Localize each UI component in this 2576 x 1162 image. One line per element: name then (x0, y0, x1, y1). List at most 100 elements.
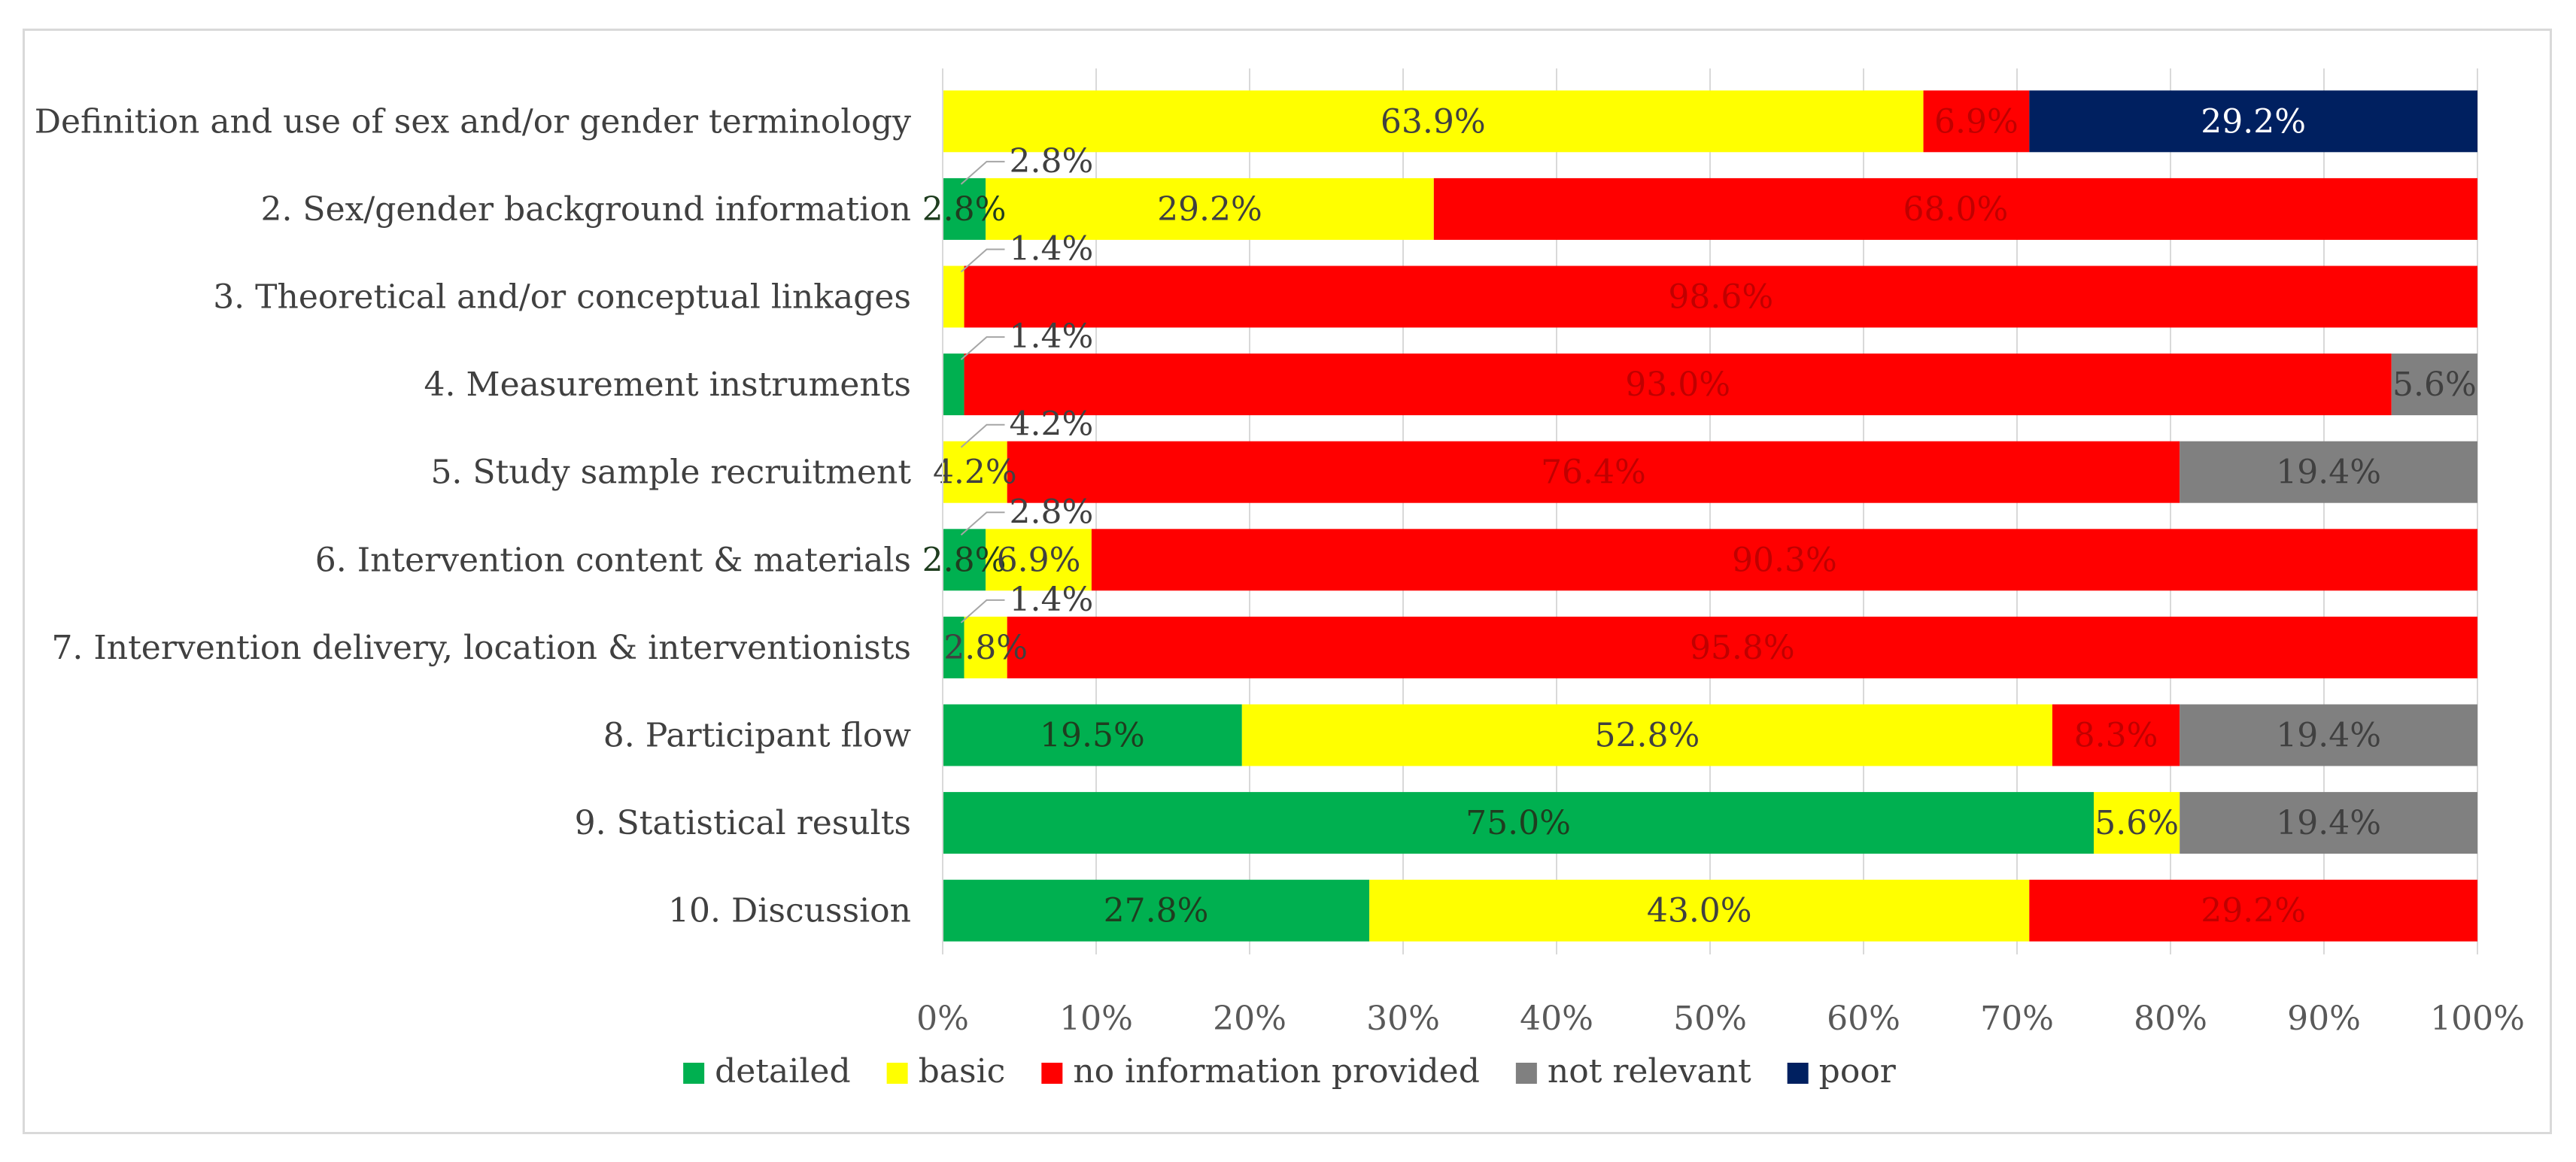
bar-segment-basic (2094, 792, 2180, 854)
legend-swatch-no-information-provided (1041, 1063, 1063, 1084)
legend-swatch-basic (886, 1063, 908, 1084)
x-tick-label: 50% (1673, 1000, 1747, 1038)
legend: detailed basic no information provided not … (683, 1052, 1897, 1091)
category-label: 1. Definition and use of sex and/or gend… (25, 102, 911, 141)
category-label: 4. Measurement instruments (424, 366, 911, 404)
data-label: 27.8% (1104, 892, 1209, 930)
data-label: 19.4% (2276, 804, 2381, 842)
callout-leader-line (960, 160, 1005, 185)
data-label: 6.9% (1934, 102, 2019, 141)
data-label: 19.5% (1040, 717, 1145, 755)
category-label: 10. Discussion (668, 892, 911, 930)
bar-segment-no-information-provided (1433, 177, 2477, 240)
data-label: 90.3% (1732, 541, 1837, 579)
data-label: 2.8% (943, 629, 1028, 667)
bar-segment-basic (986, 177, 1434, 240)
axis-layer: 0% 10% 20% 30% 40% 50% 60% 70% 80% 90% 100% 1. Defi… (25, 68, 2525, 1038)
category-label: 8. Participant flow (603, 717, 912, 755)
data-label: 19.4% (2276, 717, 2381, 755)
x-tick-label: 0% (916, 1000, 969, 1038)
legend-label: not relevant (1548, 1052, 1751, 1091)
bar-segment-no-information-provided (1007, 441, 2180, 503)
bar-segment-no-information-provided (2029, 879, 2477, 942)
x-tick-label: 80% (2134, 1000, 2207, 1038)
data-label: 29.2% (2201, 892, 2306, 930)
data-label: 5.6% (2095, 804, 2179, 842)
data-label: 93.0% (1625, 366, 1730, 404)
bar-segment-detailed (943, 616, 964, 678)
bar-segment-basic (943, 90, 1924, 153)
data-label: 2.8% (922, 190, 1007, 229)
bar-segment-no-information-provided (964, 353, 2392, 416)
bar-segment-no-information-provided (1007, 616, 2477, 678)
bar-segment-detailed (943, 177, 986, 240)
x-tick-label: 20% (1213, 1000, 1286, 1038)
bar-segment-not-relevant (2180, 792, 2477, 854)
x-tick-label: 70% (1980, 1000, 2054, 1038)
callout-leader-line (960, 336, 1005, 360)
bar-segment-basic (1369, 879, 2030, 942)
data-label: 43.0% (1647, 892, 1752, 930)
data-label: 5.6% (2392, 366, 2477, 404)
bar-segment-not-relevant (2180, 704, 2477, 766)
bar-segment-not-relevant (2391, 353, 2477, 416)
callout-label: 4.2% (1009, 405, 1093, 444)
callout-leader-line (960, 423, 1005, 448)
bar-segment-no-information-provided (2052, 704, 2180, 766)
callout-leader-line (960, 511, 1005, 536)
callout-label: 1.4% (1009, 581, 1093, 619)
callout-leader-line (960, 599, 1005, 623)
bar-segment-no-information-provided (1091, 529, 2477, 591)
bars-layer (943, 90, 2477, 942)
callout-label: 1.4% (1009, 230, 1093, 269)
bar-segment-basic (943, 441, 1007, 503)
bar-segment-no-information-provided (1923, 90, 2030, 153)
legend-label: detailed (715, 1052, 850, 1091)
bar-segment-poor (2029, 90, 2477, 153)
x-tick-label: 30% (1366, 1000, 1440, 1038)
data-label: 68.0% (1903, 190, 2009, 229)
bar-segment-basic (986, 529, 1092, 591)
bar-segment-detailed (943, 792, 2094, 854)
data-label: 6.9% (997, 541, 1081, 579)
x-tick-label: 10% (1059, 1000, 1133, 1038)
bar-segment-basic (943, 265, 964, 328)
legend-label: basic (919, 1052, 1006, 1091)
legend-swatch-poor (1787, 1063, 1809, 1084)
callout-label: 1.4% (1009, 317, 1093, 356)
stacked-bar-chart: 63.9% 6.9% 29.2% 2.8% 29.2% 68.0% 98.6% 93.0% 5.… (25, 68, 2525, 1091)
bar-segment-not-relevant (2180, 441, 2477, 503)
data-label: 8.3% (2074, 717, 2158, 755)
callout-label: 2.8% (1009, 142, 1093, 181)
data-label: 98.6% (1668, 278, 1773, 317)
x-tick-label: 60% (1827, 1000, 1900, 1038)
data-label: 19.4% (2276, 454, 2381, 492)
data-label: 29.2% (2201, 102, 2306, 141)
callout-label: 2.8% (1009, 493, 1093, 531)
category-label: 2. Sex/gender background information (260, 190, 911, 229)
data-label: 4.2% (933, 454, 1017, 492)
bar-segment-detailed (943, 704, 1242, 766)
x-tick-label: 40% (1520, 1000, 1593, 1038)
legend-swatch-not-relevant (1515, 1063, 1537, 1084)
data-label: 2.8% (922, 541, 1007, 579)
category-label: 6. Intervention content & materials (315, 541, 911, 579)
chart-frame: 63.9% 6.9% 29.2% 2.8% 29.2% 68.0% 98.6% 93.0% 5.… (23, 29, 2552, 1134)
data-label: 75.0% (1466, 804, 1571, 842)
category-label: 9. Statistical results (575, 804, 911, 842)
data-label: 63.9% (1381, 102, 1486, 141)
x-tick-label: 100% (2430, 1000, 2525, 1038)
legend-swatch-detailed (683, 1063, 705, 1084)
legend-label: no information provided (1073, 1052, 1480, 1091)
bar-segment-no-information-provided (964, 265, 2477, 328)
category-label: 3. Theoretical and/or conceptual linkage… (213, 278, 911, 317)
bar-segment-basic (1241, 704, 2052, 766)
x-tick-label: 90% (2287, 1000, 2361, 1038)
labels-layer: 63.9% 6.9% 29.2% 2.8% 29.2% 68.0% 98.6% 93.0% 5.… (922, 102, 2477, 930)
category-label: 7. Intervention delivery, location & int… (51, 629, 911, 667)
bar-segment-detailed (943, 529, 986, 591)
data-label: 29.2% (1157, 190, 1262, 229)
data-label: 95.8% (1690, 629, 1795, 667)
data-label: 76.4% (1541, 454, 1646, 492)
legend-label: poor (1819, 1052, 1897, 1091)
